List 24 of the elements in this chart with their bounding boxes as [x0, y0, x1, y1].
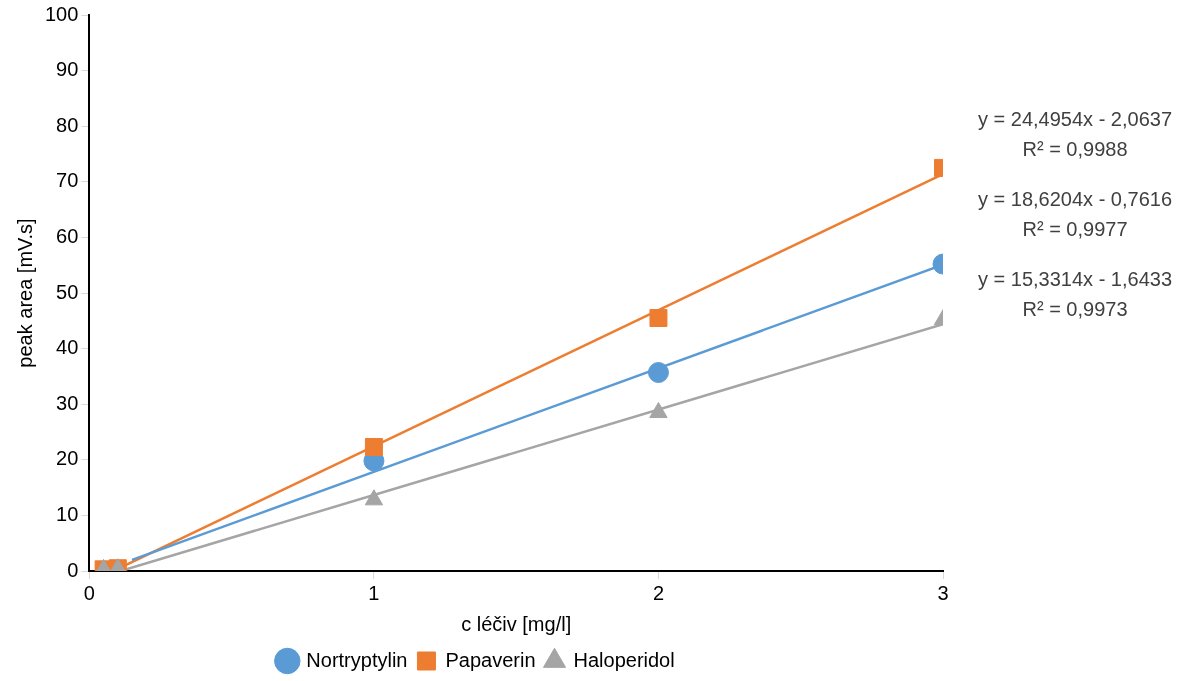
text: y = 15,3314x - 1,6433 R² = 0,9973: [977, 267, 1173, 320]
text: y = 18,6204x - 0,7616 R² = 0,9977: [977, 187, 1173, 240]
y-axis-title: peak area [mV.s]: [13, 218, 36, 368]
y-tick-label: 0: [67, 558, 79, 581]
y-tick-label: 10: [56, 502, 79, 525]
text: y = 24,4954x - 2,0637 R² = 0,9988: [977, 107, 1173, 160]
y-tick-label: 70: [56, 169, 79, 192]
y-tick-label: 100: [44, 2, 79, 25]
y-tick-label: 30: [56, 391, 79, 414]
y-tick-label: 60: [56, 224, 79, 247]
y-tick-label: 40: [56, 336, 79, 359]
y-tick-label: 90: [56, 58, 79, 81]
y-tick-label: 80: [56, 113, 79, 136]
legend-label: Haloperidol: [573, 648, 675, 671]
x-tick-label: 2: [652, 581, 665, 604]
x-axis-title: c léčiv [mg/l]: [461, 612, 572, 635]
point: [364, 489, 384, 506]
legend-label: Nortryptylin: [306, 648, 408, 671]
x-tick-label: 1: [368, 581, 380, 604]
x-tick-label: 0: [83, 581, 95, 604]
y-tick-label: 50: [56, 280, 79, 303]
x-tick-label: 3: [937, 581, 949, 604]
legend-label: Papaverin: [445, 648, 536, 671]
y-tick-label: 20: [56, 447, 79, 470]
